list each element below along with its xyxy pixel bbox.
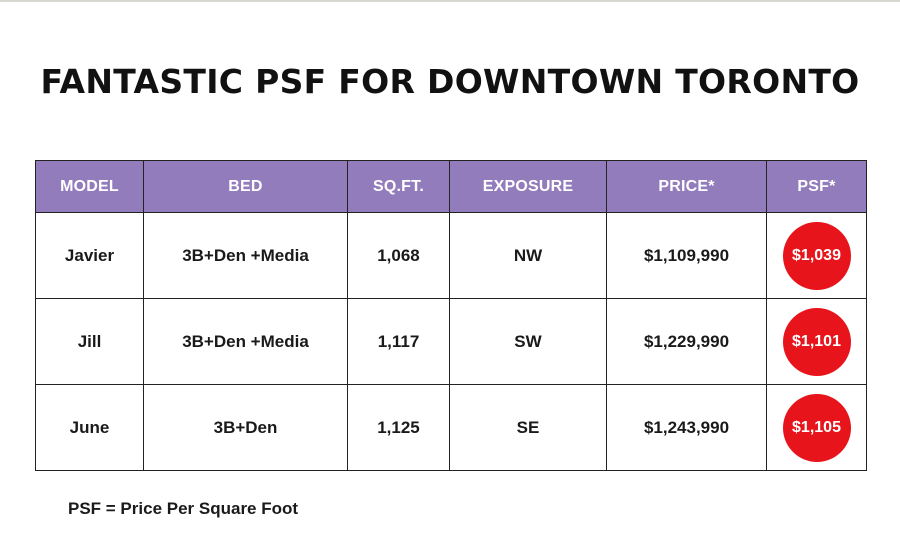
sqft-cell: 1,068 <box>347 212 450 299</box>
bed-cell: 3B+Den +Media <box>143 212 348 299</box>
column-header-exposure: EXPOSURE <box>449 160 607 213</box>
table-row: June 3B+Den 1,125 SE $1,243,990 $1,105 <box>35 384 867 471</box>
psf-badge: $1,101 <box>782 307 851 376</box>
column-header-psf: PSF* <box>766 160 867 213</box>
model-cell: June <box>35 384 144 471</box>
psf-cell: $1,101 <box>766 298 867 385</box>
column-header-bed: BED <box>143 160 348 213</box>
column-header-sqft: SQ.FT. <box>347 160 450 213</box>
table-row: Javier 3B+Den +Media 1,068 NW $1,109,990… <box>35 212 867 299</box>
bed-cell: 3B+Den <box>143 384 348 471</box>
column-header-price: PRICE* <box>606 160 767 213</box>
table-body: Javier 3B+Den +Media 1,068 NW $1,109,990… <box>35 212 867 471</box>
model-cell: Jill <box>35 298 144 385</box>
price-cell: $1,243,990 <box>606 384 767 471</box>
header-row: MODEL BED SQ.FT. EXPOSURE PRICE* PSF* <box>35 160 867 213</box>
exposure-cell: SW <box>449 298 607 385</box>
footnote: PSF = Price Per Square Foot <box>68 499 299 518</box>
column-header-model: MODEL <box>35 160 144 213</box>
exposure-cell: NW <box>449 212 607 299</box>
pricing-table: MODEL BED SQ.FT. EXPOSURE PRICE* PSF* Ja… <box>35 160 867 471</box>
sqft-cell: 1,117 <box>347 298 450 385</box>
top-divider <box>0 0 900 2</box>
price-cell: $1,109,990 <box>606 212 767 299</box>
page-title: FANTASTIC PSF FOR DOWNTOWN TORONTO <box>40 62 860 101</box>
psf-badge: $1,039 <box>782 221 851 290</box>
psf-badge: $1,105 <box>782 393 851 462</box>
price-cell: $1,229,990 <box>606 298 767 385</box>
sqft-cell: 1,125 <box>347 384 450 471</box>
table-header: MODEL BED SQ.FT. EXPOSURE PRICE* PSF* <box>35 160 867 213</box>
psf-cell: $1,039 <box>766 212 867 299</box>
table-row: Jill 3B+Den +Media 1,117 SW $1,229,990 $… <box>35 298 867 385</box>
exposure-cell: SE <box>449 384 607 471</box>
model-cell: Javier <box>35 212 144 299</box>
bed-cell: 3B+Den +Media <box>143 298 348 385</box>
psf-cell: $1,105 <box>766 384 867 471</box>
